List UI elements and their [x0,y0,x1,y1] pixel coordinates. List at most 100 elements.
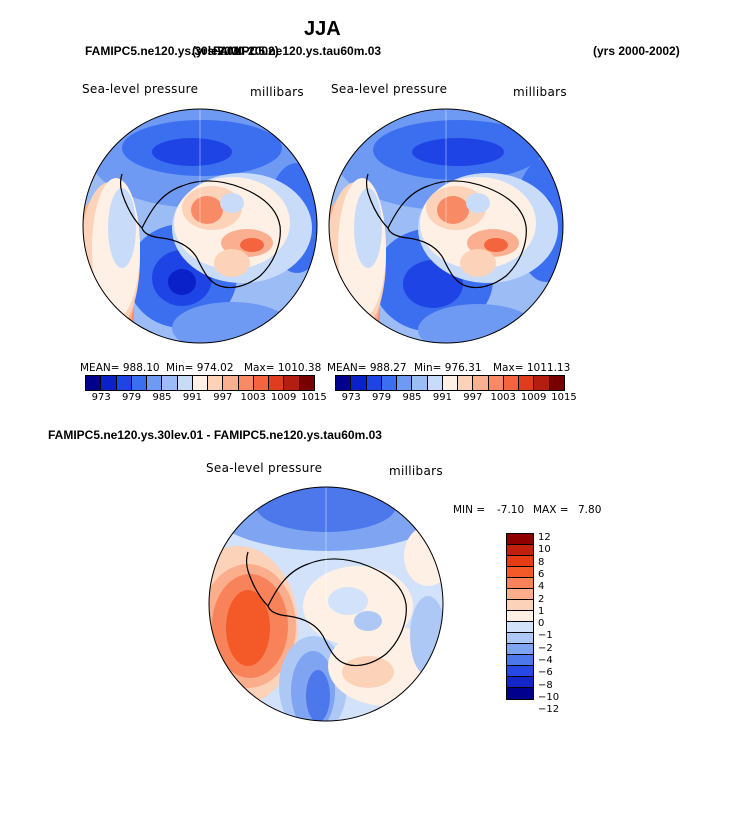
colorbar-swatch [507,611,533,622]
colorbar-tick-label: 1003 [240,392,266,403]
colorbar-tick-label: 979 [372,392,392,403]
right-min-stat: Min= 976.31 [414,362,482,374]
colorbar-swatch [351,376,367,390]
colorbar-swatch [299,376,314,390]
left-units-label: millibars [250,85,304,99]
colorbar-swatch [507,567,533,578]
colorbar-swatch [549,376,564,390]
diff-colorbar-tick-label: 6 [538,568,545,580]
colorbar-swatch [223,376,239,390]
colorbar-tick-label: 1015 [551,392,577,403]
diff-colorbar-tick-label: −2 [538,642,553,654]
diff-min-value: -7.10 [497,504,525,516]
right-mean-stat: MEAN= 988.27 [327,362,407,374]
colorbar-swatch [442,376,459,390]
left-colorbar [85,375,315,391]
page-title: JJA [304,18,341,40]
colorbar-swatch [507,556,533,567]
diff-colorbar-tick-label: −8 [538,679,553,691]
right-units-label: millibars [513,85,567,99]
diff-max-label: MAX = [533,504,569,516]
colorbar-tick-label: 1009 [270,392,297,403]
colorbar-swatch [284,376,300,390]
right-colorbar [335,375,565,391]
diff-colorbar-tick-label: 0 [538,618,545,630]
colorbar-swatch [177,376,193,390]
colorbar-tick-label: 979 [122,392,142,403]
colorbar-swatch [397,376,413,390]
colorbar-tick-label: 991 [432,392,452,403]
diff-colorbar-tick-label: −12 [538,704,560,716]
colorbar-tick-label: 973 [91,392,111,403]
colorbar-swatch [507,677,533,688]
right-slp-map [328,108,564,344]
colorbar-swatch [381,376,398,390]
colorbar-tick-label: 1015 [301,392,327,403]
colorbar-tick-label: 1003 [490,392,516,403]
diff-max-value: 7.80 [578,504,602,516]
diff-colorbar-tick-label: −6 [538,667,553,679]
colorbar-swatch [101,376,117,390]
colorbar-swatch [507,666,533,677]
diff-colorbar-tick-label: 10 [538,544,551,556]
colorbar-swatch [336,376,352,390]
colorbar-swatch [412,376,428,390]
colorbar-swatch [116,376,132,390]
colorbar-swatch [507,655,533,666]
colorbar-swatch [519,376,535,390]
colorbar-tick-label: 985 [152,392,172,403]
colorbar-swatch [208,376,224,390]
colorbar-swatch [253,376,270,390]
colorbar-tick-label: 991 [182,392,202,403]
left-field-label: Sea-level pressure [82,82,199,96]
colorbar-swatch [131,376,148,390]
diff-colorbar-tick-label: 8 [538,556,545,568]
diff-field-label: Sea-level pressure [206,461,323,475]
diff-min-label: MIN = [453,504,486,516]
colorbar-swatch [366,376,382,390]
colorbar-tick-label: 1009 [520,392,547,403]
colorbar-swatch [473,376,489,390]
colorbar-tick-label: 985 [402,392,422,403]
colorbar-swatch [507,622,533,633]
colorbar-swatch [238,376,254,390]
left-min-stat: Min= 974.02 [166,362,234,374]
colorbar-swatch [507,534,533,545]
right-max-stat: Max= 1011.13 [493,362,571,374]
colorbar-swatch [147,376,163,390]
left-mean-stat: MEAN= 988.10 [80,362,160,374]
colorbar-swatch [269,376,285,390]
colorbar-swatch [507,633,533,644]
colorbar-swatch [507,545,533,556]
run-a-years: (yrs 2000-2002) [192,44,279,58]
diff-colorbar-tick-label: 2 [538,593,545,605]
diff-colorbar-tick-label: −4 [538,655,553,666]
colorbar-swatch [488,376,504,390]
left-max-stat: Max= 1010.38 [244,362,322,374]
colorbar-swatch [507,644,533,655]
diff-colorbar [506,533,534,700]
colorbar-tick-label: 973 [341,392,361,403]
colorbar-swatch [86,376,102,390]
diff-colorbar-tick-label: 4 [538,581,545,593]
diff-units-label: millibars [389,464,443,478]
colorbar-swatch [507,589,533,600]
run-b-years: (yrs 2000-2002) [593,44,680,58]
colorbar-swatch [162,376,178,390]
colorbar-swatch [507,578,533,589]
run-b-name: FAMIPC5.ne120.ys.tau60m.03 [213,44,382,58]
colorbar-tick-label: 997 [213,392,233,403]
right-field-label: Sea-level pressure [331,82,448,96]
colorbar-swatch [507,600,533,611]
colorbar-swatch [458,376,474,390]
diff-colorbar-tick-label: 12 [538,532,551,543]
diff-title: FAMIPC5.ne120.ys.30lev.01 - FAMIPC5.ne12… [48,428,382,442]
colorbar-swatch [534,376,550,390]
colorbar-swatch [507,688,533,699]
diff-colorbar-tick-label: −10 [538,691,560,703]
colorbar-swatch [192,376,209,390]
diff-colorbar-tick-label: 1 [538,605,545,617]
diff-slp-map [208,486,444,722]
colorbar-swatch [427,376,443,390]
diff-colorbar-tick-label: −1 [538,630,553,642]
